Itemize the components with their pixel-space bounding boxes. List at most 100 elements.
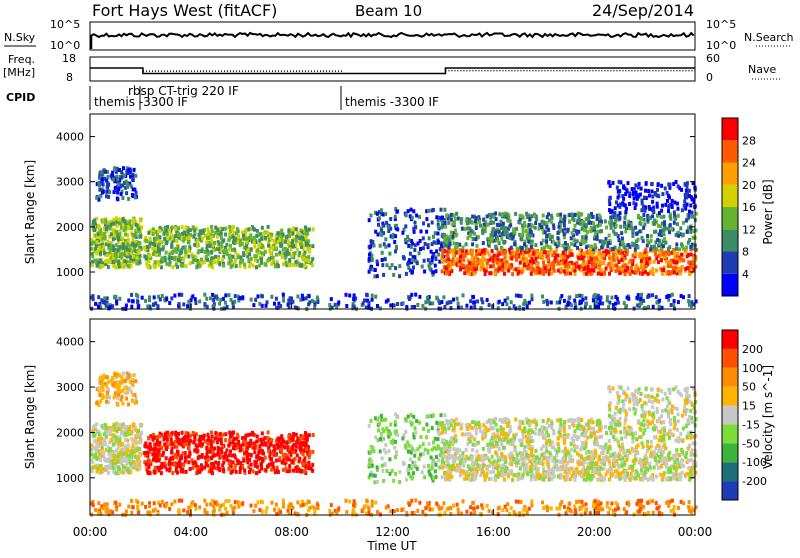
power-cell	[491, 231, 494, 235]
power-cell	[510, 246, 513, 250]
velocity-cell	[132, 461, 135, 465]
velocity-cell	[267, 449, 270, 453]
velocity-cell	[435, 455, 438, 459]
velocity-cell	[368, 458, 371, 462]
power-cell	[566, 255, 569, 259]
power-cell	[188, 240, 191, 244]
power-cell	[542, 300, 545, 304]
power-cell	[132, 222, 135, 226]
power-cell	[617, 190, 620, 194]
power-cell	[688, 272, 691, 276]
power-cell	[573, 218, 576, 222]
velocity-cell	[187, 435, 190, 439]
velocity-cell	[416, 467, 419, 471]
velocity-cell	[125, 397, 128, 401]
velocity-cell	[121, 401, 124, 405]
power-cell	[647, 189, 650, 193]
power-cell	[396, 302, 399, 306]
power-panel-frame	[90, 114, 695, 309]
power-cell	[644, 189, 647, 193]
velocity-cell	[206, 433, 209, 437]
power-cell	[660, 184, 663, 188]
velocity-cell	[246, 454, 249, 458]
power-cell	[243, 263, 246, 267]
power-cell	[224, 233, 227, 237]
power-cell	[376, 212, 379, 216]
power-cell	[253, 245, 256, 249]
power-cell	[624, 216, 627, 220]
velocity-cell	[269, 457, 272, 461]
power-cell	[396, 227, 399, 231]
velocity-cell	[132, 427, 135, 431]
power-cell	[685, 195, 688, 199]
velocity-cell	[389, 423, 392, 427]
power-cell	[457, 301, 460, 305]
power-cell	[284, 240, 287, 244]
velocity-cell	[171, 457, 174, 461]
power-cell	[488, 253, 491, 257]
velocity-cell	[421, 470, 424, 474]
power-cell	[471, 221, 474, 225]
velocity-cell	[377, 428, 380, 432]
power-cell	[379, 231, 382, 235]
velocity-cell	[121, 442, 124, 446]
power-cell	[528, 223, 531, 227]
power-cell	[146, 245, 149, 249]
power-cell	[688, 303, 691, 307]
power-cell	[420, 229, 423, 233]
velocity-cell	[122, 452, 125, 456]
velocity-cell	[231, 433, 234, 437]
power-cell	[680, 253, 683, 257]
power-cell	[678, 267, 681, 271]
power-cell	[594, 243, 597, 247]
power-cell	[311, 244, 314, 248]
power-cell	[371, 298, 374, 302]
power-cell	[603, 271, 606, 275]
power-cell	[488, 241, 491, 245]
power-cell	[275, 297, 278, 301]
velocity-cell	[127, 443, 130, 447]
velocity-cell	[118, 438, 121, 442]
velocity-cell	[206, 450, 209, 454]
power-cell	[644, 306, 647, 310]
power-cell	[471, 230, 474, 234]
power-cell	[532, 260, 535, 264]
power-cell	[286, 251, 289, 255]
power-cell	[440, 208, 443, 212]
power-cell	[622, 197, 625, 201]
power-cell	[111, 304, 114, 308]
power-cell	[401, 231, 404, 235]
power-cell	[291, 231, 294, 235]
velocity-cell	[110, 438, 113, 442]
power-cell	[144, 299, 147, 303]
velocity-cell	[131, 439, 134, 443]
velocity-cell	[291, 437, 294, 441]
velocity-cell	[112, 423, 115, 427]
power-cell	[688, 189, 691, 193]
velocity-cell	[382, 429, 385, 433]
power-cell	[501, 247, 504, 251]
power-cell	[267, 258, 270, 262]
power-cell	[654, 193, 657, 197]
power-cell	[296, 231, 299, 235]
power-cell	[441, 233, 444, 237]
power-cell	[648, 194, 651, 198]
y-tick-label: 1000	[56, 266, 84, 279]
velocity-cell	[131, 382, 134, 386]
velocity-cell	[281, 461, 284, 465]
power-cell	[109, 247, 112, 251]
power-cell	[377, 223, 380, 227]
power-cell	[655, 295, 658, 299]
power-cell	[446, 254, 449, 258]
power-cell	[217, 257, 220, 261]
power-cell	[130, 305, 133, 309]
power-cell	[180, 264, 183, 268]
power-cell	[523, 242, 526, 246]
power-cell	[542, 272, 545, 276]
velocity-cell	[153, 449, 156, 453]
power-cell	[597, 271, 600, 275]
velocity-cell	[435, 421, 438, 425]
power-cell	[540, 225, 543, 229]
power-cell	[149, 237, 152, 241]
power-cell	[623, 221, 626, 225]
